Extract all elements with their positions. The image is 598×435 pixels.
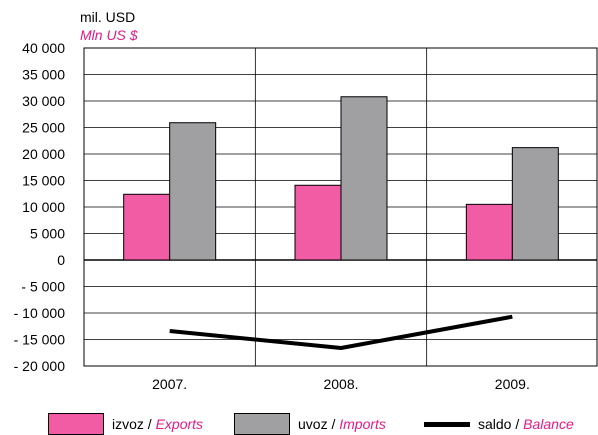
y-unit-label: mil. USD [80, 9, 136, 25]
bar-exports [294, 184, 342, 261]
y-tick-label: 5 000 [30, 226, 65, 242]
legend-label-imports-local: uvoz / [298, 416, 336, 432]
y-tick-label: 35 000 [22, 67, 65, 83]
y-tick-label: - 5 000 [21, 279, 65, 295]
legend-label-imports-en: Imports [339, 416, 386, 432]
legend-item-balance: saldo / Balance [424, 413, 574, 435]
y-tick-label: 40 000 [22, 40, 65, 56]
y-tick-label: 30 000 [22, 93, 65, 109]
legend-label-balance-en: Balance [523, 416, 574, 432]
legend-item-exports: izvoz / Exports [48, 413, 203, 435]
y-tick-label: - 20 000 [14, 358, 66, 374]
bar-imports [340, 96, 388, 261]
x-tick-label: 2008. [323, 376, 358, 392]
y-tick-label: - 10 000 [14, 305, 66, 321]
legend-swatch-balance [424, 421, 470, 427]
legend-swatch-imports [234, 413, 290, 435]
x-tick-label: 2009. [495, 376, 530, 392]
legend-swatch-exports [48, 413, 104, 435]
legend-item-imports: uvoz / Imports [234, 413, 386, 435]
legend-label-exports-local: izvoz / [112, 416, 152, 432]
line-balance [169, 314, 513, 350]
y-tick-label: - 15 000 [14, 332, 66, 348]
legend-label-exports-en: Exports [155, 416, 204, 432]
y-tick-label: 0 [57, 252, 65, 268]
y-tick-label: 25 000 [22, 120, 65, 136]
y-unit-label-en: Mln US $ [80, 27, 138, 43]
bar-imports [169, 122, 217, 261]
x-tick-label: 2007. [152, 376, 187, 392]
y-tick-label: 10 000 [22, 199, 65, 215]
chart-plot: 40 000 35 000 30 000 25 000 20 000 15 000 10 0… [14, 40, 598, 392]
y-tick-label: 20 000 [22, 146, 65, 162]
legend-label-balance-local: saldo / [478, 416, 520, 432]
bar-imports [511, 147, 559, 261]
bar-exports [123, 193, 171, 261]
y-tick-label: 15 000 [22, 173, 65, 189]
bar-exports [465, 203, 513, 261]
